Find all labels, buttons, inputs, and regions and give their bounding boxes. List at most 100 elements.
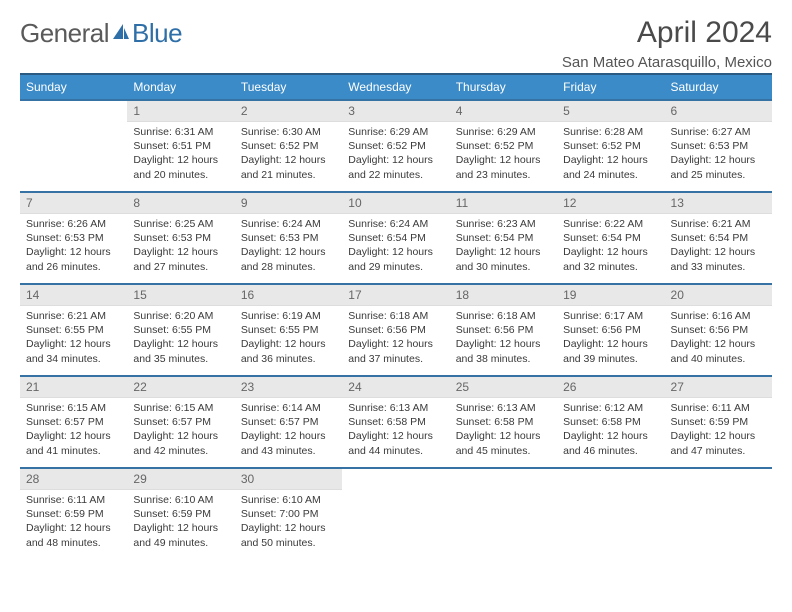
day-details: Sunrise: 6:10 AMSunset: 6:59 PMDaylight:… — [127, 490, 234, 554]
day-details: Sunrise: 6:26 AMSunset: 6:53 PMDaylight:… — [20, 214, 127, 278]
calendar-day-cell: .. — [20, 100, 127, 192]
day-number: 15 — [127, 285, 234, 306]
day-number: 10 — [342, 193, 449, 214]
day-number: 23 — [235, 377, 342, 398]
day-number: 11 — [450, 193, 557, 214]
day-details: Sunrise: 6:16 AMSunset: 6:56 PMDaylight:… — [665, 306, 772, 370]
day-number: 13 — [665, 193, 772, 214]
calendar-day-cell: 9Sunrise: 6:24 AMSunset: 6:53 PMDaylight… — [235, 192, 342, 284]
calendar-day-cell: 17Sunrise: 6:18 AMSunset: 6:56 PMDayligh… — [342, 284, 449, 376]
calendar-day-cell: 28Sunrise: 6:11 AMSunset: 6:59 PMDayligh… — [20, 468, 127, 560]
day-details: Sunrise: 6:27 AMSunset: 6:53 PMDaylight:… — [665, 122, 772, 186]
day-details: Sunrise: 6:13 AMSunset: 6:58 PMDaylight:… — [342, 398, 449, 462]
calendar-day-cell: 27Sunrise: 6:11 AMSunset: 6:59 PMDayligh… — [665, 376, 772, 468]
day-details: Sunrise: 6:14 AMSunset: 6:57 PMDaylight:… — [235, 398, 342, 462]
calendar-day-cell: 30Sunrise: 6:10 AMSunset: 7:00 PMDayligh… — [235, 468, 342, 560]
calendar-week-row: 21Sunrise: 6:15 AMSunset: 6:57 PMDayligh… — [20, 376, 772, 468]
calendar-day-cell: 25Sunrise: 6:13 AMSunset: 6:58 PMDayligh… — [450, 376, 557, 468]
day-number: 19 — [557, 285, 664, 306]
day-details: Sunrise: 6:24 AMSunset: 6:54 PMDaylight:… — [342, 214, 449, 278]
day-number: 12 — [557, 193, 664, 214]
calendar-day-cell: 11Sunrise: 6:23 AMSunset: 6:54 PMDayligh… — [450, 192, 557, 284]
page-header: General Blue April 2024 San Mateo Ataras… — [20, 18, 772, 71]
calendar-day-cell: 29Sunrise: 6:10 AMSunset: 6:59 PMDayligh… — [127, 468, 234, 560]
logo-text-a: General — [20, 18, 109, 49]
day-number: 2 — [235, 101, 342, 122]
day-number: 17 — [342, 285, 449, 306]
calendar-day-cell: 24Sunrise: 6:13 AMSunset: 6:58 PMDayligh… — [342, 376, 449, 468]
day-details: Sunrise: 6:17 AMSunset: 6:56 PMDaylight:… — [557, 306, 664, 370]
calendar-day-cell: 20Sunrise: 6:16 AMSunset: 6:56 PMDayligh… — [665, 284, 772, 376]
calendar-week-row: 28Sunrise: 6:11 AMSunset: 6:59 PMDayligh… — [20, 468, 772, 560]
weekday-header: Sunday — [20, 74, 127, 100]
weekday-header: Wednesday — [342, 74, 449, 100]
calendar-day-cell: 2Sunrise: 6:30 AMSunset: 6:52 PMDaylight… — [235, 100, 342, 192]
calendar-day-cell: .. — [450, 468, 557, 560]
weekday-header: Tuesday — [235, 74, 342, 100]
day-number: 29 — [127, 469, 234, 490]
day-number: 4 — [450, 101, 557, 122]
day-details: Sunrise: 6:22 AMSunset: 6:54 PMDaylight:… — [557, 214, 664, 278]
day-details: Sunrise: 6:23 AMSunset: 6:54 PMDaylight:… — [450, 214, 557, 278]
calendar-day-cell: 16Sunrise: 6:19 AMSunset: 6:55 PMDayligh… — [235, 284, 342, 376]
day-number: 5 — [557, 101, 664, 122]
weekday-header: Monday — [127, 74, 234, 100]
day-details: Sunrise: 6:30 AMSunset: 6:52 PMDaylight:… — [235, 122, 342, 186]
day-details: Sunrise: 6:10 AMSunset: 7:00 PMDaylight:… — [235, 490, 342, 554]
calendar-day-cell: 12Sunrise: 6:22 AMSunset: 6:54 PMDayligh… — [557, 192, 664, 284]
day-details: Sunrise: 6:15 AMSunset: 6:57 PMDaylight:… — [127, 398, 234, 462]
calendar-day-cell: .. — [342, 468, 449, 560]
day-details: Sunrise: 6:29 AMSunset: 6:52 PMDaylight:… — [450, 122, 557, 186]
day-details: Sunrise: 6:13 AMSunset: 6:58 PMDaylight:… — [450, 398, 557, 462]
day-details: Sunrise: 6:15 AMSunset: 6:57 PMDaylight:… — [20, 398, 127, 462]
calendar-week-row: 7Sunrise: 6:26 AMSunset: 6:53 PMDaylight… — [20, 192, 772, 284]
day-details: Sunrise: 6:12 AMSunset: 6:58 PMDaylight:… — [557, 398, 664, 462]
day-details: Sunrise: 6:25 AMSunset: 6:53 PMDaylight:… — [127, 214, 234, 278]
day-number: 28 — [20, 469, 127, 490]
calendar-day-cell: 7Sunrise: 6:26 AMSunset: 6:53 PMDaylight… — [20, 192, 127, 284]
day-details: Sunrise: 6:19 AMSunset: 6:55 PMDaylight:… — [235, 306, 342, 370]
calendar-day-cell: 14Sunrise: 6:21 AMSunset: 6:55 PMDayligh… — [20, 284, 127, 376]
day-number: 22 — [127, 377, 234, 398]
day-details: Sunrise: 6:20 AMSunset: 6:55 PMDaylight:… — [127, 306, 234, 370]
day-number: 14 — [20, 285, 127, 306]
calendar-day-cell: 26Sunrise: 6:12 AMSunset: 6:58 PMDayligh… — [557, 376, 664, 468]
day-number: 7 — [20, 193, 127, 214]
day-number: 3 — [342, 101, 449, 122]
day-number: 24 — [342, 377, 449, 398]
day-details: Sunrise: 6:11 AMSunset: 6:59 PMDaylight:… — [20, 490, 127, 554]
calendar-day-cell: 3Sunrise: 6:29 AMSunset: 6:52 PMDaylight… — [342, 100, 449, 192]
title-block: April 2024 San Mateo Atarasquillo, Mexic… — [562, 18, 772, 71]
calendar-day-cell: 13Sunrise: 6:21 AMSunset: 6:54 PMDayligh… — [665, 192, 772, 284]
day-details: Sunrise: 6:18 AMSunset: 6:56 PMDaylight:… — [450, 306, 557, 370]
calendar-day-cell: 8Sunrise: 6:25 AMSunset: 6:53 PMDaylight… — [127, 192, 234, 284]
day-number: 26 — [557, 377, 664, 398]
calendar-day-cell: 1Sunrise: 6:31 AMSunset: 6:51 PMDaylight… — [127, 100, 234, 192]
day-number: 27 — [665, 377, 772, 398]
logo: General Blue — [20, 18, 182, 49]
calendar-day-cell: .. — [557, 468, 664, 560]
calendar-day-cell: 10Sunrise: 6:24 AMSunset: 6:54 PMDayligh… — [342, 192, 449, 284]
day-number: 30 — [235, 469, 342, 490]
day-details: Sunrise: 6:11 AMSunset: 6:59 PMDaylight:… — [665, 398, 772, 462]
day-details: Sunrise: 6:21 AMSunset: 6:54 PMDaylight:… — [665, 214, 772, 278]
calendar-day-cell: 6Sunrise: 6:27 AMSunset: 6:53 PMDaylight… — [665, 100, 772, 192]
weekday-header-row: Sunday Monday Tuesday Wednesday Thursday… — [20, 74, 772, 100]
calendar-day-cell: 18Sunrise: 6:18 AMSunset: 6:56 PMDayligh… — [450, 284, 557, 376]
calendar-week-row: 14Sunrise: 6:21 AMSunset: 6:55 PMDayligh… — [20, 284, 772, 376]
day-details: Sunrise: 6:21 AMSunset: 6:55 PMDaylight:… — [20, 306, 127, 370]
calendar-day-cell: 4Sunrise: 6:29 AMSunset: 6:52 PMDaylight… — [450, 100, 557, 192]
weekday-header: Thursday — [450, 74, 557, 100]
calendar-day-cell: 22Sunrise: 6:15 AMSunset: 6:57 PMDayligh… — [127, 376, 234, 468]
day-number: 21 — [20, 377, 127, 398]
calendar-day-cell: 15Sunrise: 6:20 AMSunset: 6:55 PMDayligh… — [127, 284, 234, 376]
day-number: 20 — [665, 285, 772, 306]
calendar-day-cell: .. — [665, 468, 772, 560]
calendar-day-cell: 23Sunrise: 6:14 AMSunset: 6:57 PMDayligh… — [235, 376, 342, 468]
calendar-day-cell: 21Sunrise: 6:15 AMSunset: 6:57 PMDayligh… — [20, 376, 127, 468]
day-details: Sunrise: 6:18 AMSunset: 6:56 PMDaylight:… — [342, 306, 449, 370]
calendar-week-row: ..1Sunrise: 6:31 AMSunset: 6:51 PMDaylig… — [20, 100, 772, 192]
month-title: April 2024 — [562, 18, 772, 48]
logo-text-b: Blue — [132, 18, 182, 49]
weekday-header: Friday — [557, 74, 664, 100]
